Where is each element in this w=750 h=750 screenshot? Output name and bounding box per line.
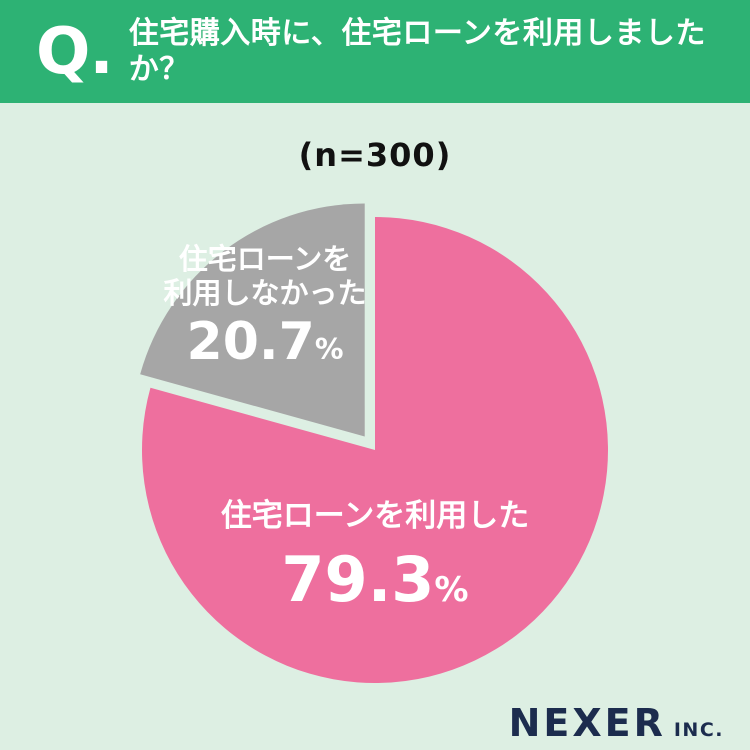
slice-value-used-loan-number: 79.3: [281, 543, 435, 617]
slice-label-no-loan-line2: 利用しなかった: [163, 276, 367, 311]
slice-label-used-loan: 住宅ローンを利用した 79.3%: [125, 498, 625, 611]
slice-label-no-loan: 住宅ローンを 利用しなかった 20.7%: [148, 242, 382, 368]
slice-value-no-loan: 20.7%: [148, 316, 382, 368]
question-title: 住宅購入時に、住宅ローンを利用しましたか？: [128, 15, 706, 87]
brand-footer: NEXER INC.: [509, 704, 724, 742]
slice-value-used-loan: 79.3%: [125, 549, 625, 611]
question-header: Q. 住宅購入時に、住宅ローンを利用しましたか？: [0, 0, 750, 103]
sample-size-label: (n=300): [298, 136, 452, 174]
question-q-label: Q.: [36, 14, 114, 89]
slice-value-no-loan-unit: %: [314, 332, 344, 367]
slice-value-no-loan-number: 20.7: [186, 312, 315, 373]
slice-value-used-loan-unit: %: [434, 570, 469, 611]
brand-name: NEXER: [508, 701, 666, 745]
slice-label-no-loan-line1: 住宅ローンを: [178, 242, 352, 276]
pie-slice-1: [140, 203, 365, 437]
pie-slice-0: [142, 217, 608, 683]
slice-label-used-loan-line1: 住宅ローンを利用した: [220, 498, 530, 534]
brand-suffix: INC.: [673, 719, 724, 741]
